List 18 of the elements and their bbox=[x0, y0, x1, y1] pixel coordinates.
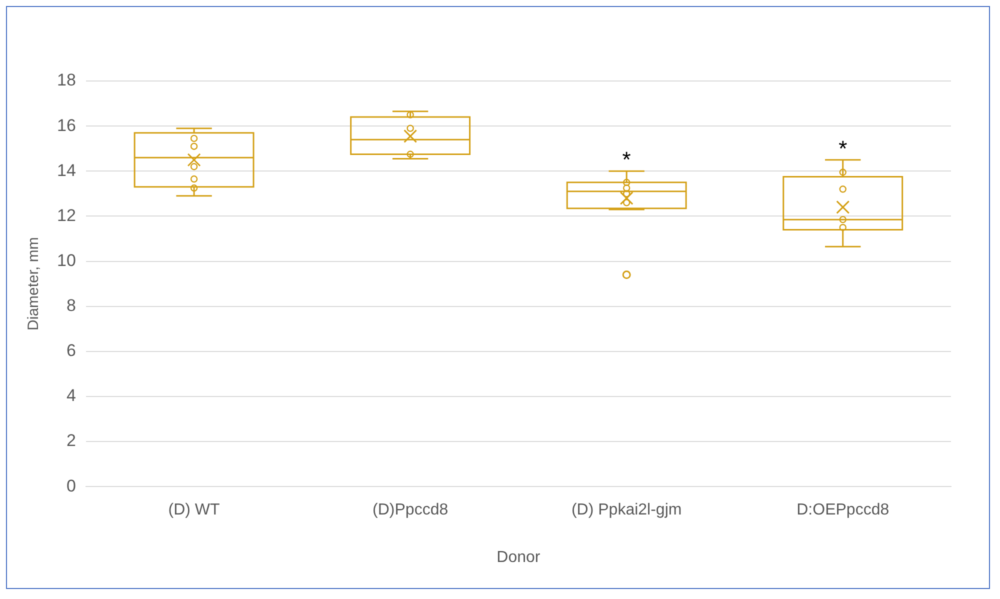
y-axis-title: Diameter, mm bbox=[25, 237, 42, 330]
annotation: * bbox=[622, 147, 632, 172]
x-tick-label: (D)Ppccd8 bbox=[372, 502, 448, 519]
y-tick-label: 0 bbox=[66, 476, 76, 496]
x-tick-label: (D) Ppkai2l-gjm bbox=[571, 502, 682, 519]
x-axis-title: Donor bbox=[496, 548, 541, 566]
y-tick-label: 4 bbox=[66, 386, 76, 406]
y-tick-label: 2 bbox=[66, 431, 76, 450]
y-tick-label: 10 bbox=[56, 250, 76, 270]
y-tick-label: 14 bbox=[56, 160, 76, 180]
y-tick-label: 6 bbox=[66, 341, 76, 360]
y-tick-label: 18 bbox=[56, 70, 76, 90]
y-tick-label: 16 bbox=[56, 116, 76, 135]
x-tick-label: D:OEPpccd8 bbox=[796, 502, 890, 519]
annotation: * bbox=[838, 136, 848, 161]
x-tick-label: (D) WT bbox=[168, 502, 220, 519]
y-tick-label: 12 bbox=[56, 206, 76, 225]
y-tick-label: 8 bbox=[66, 296, 76, 316]
